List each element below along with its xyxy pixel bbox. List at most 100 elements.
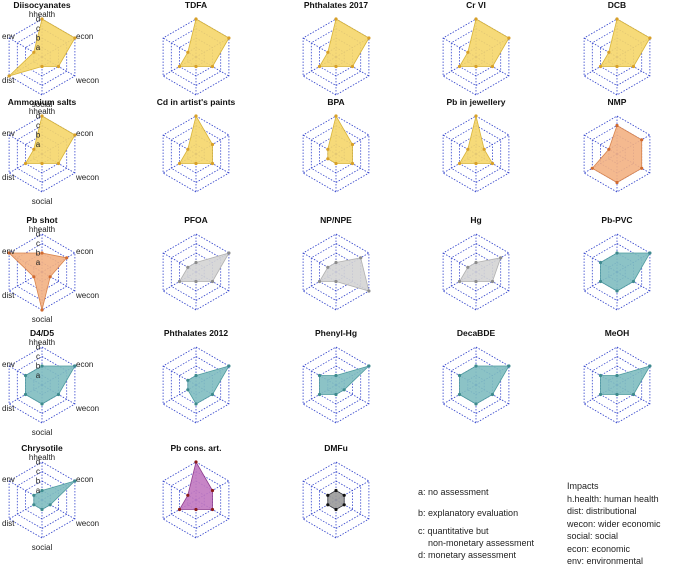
legend-level-c-cont: non-monetary assessment (418, 538, 535, 548)
scale-label-d: d (36, 112, 40, 121)
data-point-social (194, 64, 198, 69)
axis-label-econ: econ (76, 475, 93, 484)
data-point-wecon (210, 507, 215, 512)
scale-label-d: d (36, 230, 40, 239)
grid-ring (162, 115, 230, 193)
data-point-social (334, 392, 338, 397)
data-point-env (607, 50, 611, 54)
axis-label-hhealth: hhealth (29, 107, 55, 116)
axis-label-econ: econ (76, 32, 93, 41)
data-point-social (334, 64, 338, 69)
data-point-wecon (210, 392, 215, 397)
data-point-econ (499, 256, 503, 260)
radar-cr-vi: Cr VI (442, 0, 511, 96)
data-point-wecon (210, 161, 215, 166)
chart-title: Phenyl-Hg (315, 328, 357, 338)
data-point-env (32, 493, 36, 497)
data-point-social (474, 64, 478, 69)
data-area (318, 18, 370, 67)
data-point-hhealth (194, 260, 198, 265)
chart-title: Cd in artist's paints (157, 97, 236, 107)
data-point-dist (457, 279, 462, 284)
data-point-social (40, 507, 44, 512)
scale-label-b: b (36, 249, 41, 258)
data-area (458, 18, 510, 67)
data-point-social (474, 279, 478, 284)
data-point-dist (457, 392, 462, 397)
scale-label-d: d (36, 15, 40, 24)
data-point-env (598, 373, 603, 378)
radar-np-npe: NP/NPE (302, 215, 371, 311)
legend-level-c: c: quantitative but (418, 526, 489, 536)
radar-meoh: MeOH (583, 328, 652, 424)
radar-decabde: DecaBDE (442, 328, 511, 424)
data-point-wecon (490, 64, 495, 69)
data-point-social (615, 64, 619, 69)
legend-level-d: d: monetary assessment (418, 550, 517, 560)
chart-title: DCB (608, 0, 626, 10)
data-area (327, 490, 345, 510)
data-point-env (607, 147, 611, 151)
data-point-hhealth (334, 114, 338, 118)
data-point-hhealth (40, 488, 44, 493)
chart-title: Pb-PVC (601, 215, 632, 225)
chart-title: Chrysotile (21, 443, 63, 453)
data-point-wecon (342, 388, 346, 392)
scale-label-c: c (36, 239, 40, 248)
data-point-env (186, 147, 190, 151)
axis-label-dist: dist (2, 76, 15, 85)
data-point-econ (210, 142, 215, 147)
data-point-dist (317, 392, 322, 397)
radar-dcb: DCB (583, 0, 652, 96)
radar-tdfa: TDFA (162, 0, 231, 96)
axis-label-hhealth: hhealth (29, 225, 55, 234)
data-point-dist (317, 279, 322, 284)
data-point-econ (65, 256, 69, 260)
radar-phthalates-2012: Phthalates 2012 (162, 328, 231, 424)
grid-ring (302, 115, 370, 193)
axis-label-econ: econ (76, 360, 93, 369)
data-point-env (457, 373, 462, 378)
radar-nmp: NMP (583, 97, 651, 193)
chart-title: Pb cons. art. (170, 443, 221, 453)
data-point-env (326, 50, 330, 54)
chart-title: Diisocyanates (13, 0, 70, 10)
legend-level-a: a: no assessment (418, 487, 489, 497)
grid-ring (442, 233, 510, 311)
impact-econ: econ: economic (567, 543, 631, 554)
grid-ring (442, 115, 510, 193)
data-point-econ (227, 251, 231, 255)
data-point-hhealth (194, 114, 198, 118)
impact-social: social: social (567, 531, 619, 541)
data-point-hhealth (194, 17, 198, 21)
data-point-social (194, 161, 198, 166)
axis-label-econ: econ (76, 247, 93, 256)
data-point-env (326, 265, 330, 269)
axis-label-hhealth: hhealth (29, 10, 55, 19)
data-point-econ (227, 364, 231, 368)
data-point-econ (482, 147, 486, 151)
data-point-hhealth (40, 114, 44, 118)
data-point-env (466, 50, 470, 54)
data-point-hhealth (474, 17, 478, 21)
data-point-econ (507, 364, 511, 368)
data-point-wecon (210, 64, 215, 69)
data-point-dist (23, 161, 28, 166)
data-point-env (32, 50, 36, 54)
data-point-dist (186, 388, 190, 392)
scale-label-b: b (36, 34, 41, 43)
data-point-social (40, 402, 44, 406)
data-point-dist (32, 275, 36, 279)
data-point-env (186, 378, 190, 382)
data-point-env (466, 147, 470, 151)
scale-label-c: c (36, 121, 40, 130)
grid-ring (162, 346, 230, 424)
axis-label-env: env (2, 360, 15, 369)
grid-ring (583, 233, 651, 311)
data-point-hhealth (194, 373, 198, 378)
chart-title: PFOA (184, 215, 208, 225)
scale-label-a: a (36, 258, 41, 267)
data-area (459, 365, 510, 405)
